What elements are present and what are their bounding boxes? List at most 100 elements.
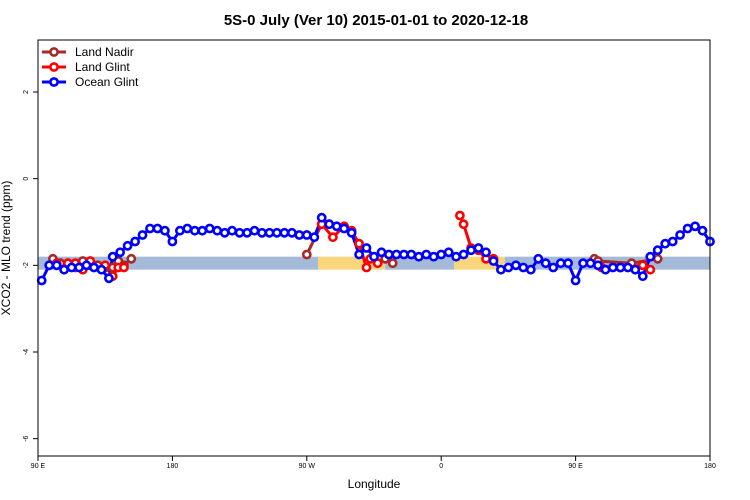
y-axis-label: XCO2 - MLO trend (ppm) [0,181,13,316]
y-tick-label: -4 [23,349,30,355]
ocean-glint-point [540,258,551,269]
ocean-glint-point [257,227,267,238]
ocean-glint-point [354,249,364,260]
land-glint-point [454,210,465,221]
ocean-glint-point [436,249,447,260]
ocean-glint-point [637,271,648,282]
legend-label-land-glint: Land Glint [75,60,130,74]
ocean-glint-point [96,264,107,275]
ocean-glint-point [518,262,529,273]
ocean-glint-point [309,232,320,243]
legend-marker-ocean-glint [49,77,59,87]
ocean-glint-point [301,230,312,240]
land-glint-point [637,260,648,271]
land-glint-point [458,219,469,230]
y-tick-label: 0 [23,177,30,181]
ocean-glint-point [443,247,454,258]
ocean-glint-point [294,230,305,240]
ocean-glint-point [660,238,671,249]
series-points [36,210,715,286]
ocean-glint-point [682,223,693,234]
x-tick-label: 0 [439,463,443,470]
ocean-glint-point [204,223,215,234]
ocean-glint-point [346,227,357,238]
ocean-glint-point [495,264,506,275]
ocean-glint-point [413,251,424,262]
y-tick-label: -2 [23,262,30,268]
ocean-glint-point [652,245,663,256]
land-glint-point [361,262,372,273]
land-nadir-point [126,253,137,264]
ocean-glint-point [81,260,92,271]
ocean-glint-point [145,223,155,234]
y-tick-label: -6 [23,435,30,441]
ocean-glint-point [503,262,514,273]
ocean-glint-point [279,227,290,238]
ocean-glint-point [675,230,685,240]
ocean-glint-point [107,251,118,262]
ocean-glint-point [361,243,372,253]
ocean-glint-point [182,223,193,234]
ocean-glint-point [563,258,573,269]
x-tick-label: 180 [167,463,179,470]
ocean-glint-point [137,230,148,240]
x-tick-label: 90 E [568,463,583,470]
legend-marker-land-nadir [49,47,59,57]
ocean-glint-point [383,249,394,260]
ocean-glint-point [645,251,656,262]
plot-area [36,39,715,457]
ocean-glint-point [690,221,700,232]
ocean-glint-point [570,275,581,286]
ocean-glint-point [316,212,327,223]
ocean-glint-point [697,225,708,236]
legend-marker-land-glint [49,62,59,72]
land-glint-point [354,238,364,249]
x-axis-label: Longitude [348,477,401,491]
ocean-glint-point [473,243,484,253]
x-tick-label: 180 [704,463,716,470]
ocean-glint-point [212,225,223,236]
ocean-glint-point [227,225,237,236]
ocean-glint-point [89,262,99,273]
ocean-glint-point [159,225,170,236]
ocean-glint-point [234,227,245,238]
ocean-glint-point [369,251,379,262]
ocean-glint-point [339,223,349,234]
legend-label-ocean-glint: Ocean Glint [75,75,139,89]
ocean-glint-point [525,264,536,275]
ocean-glint-point [249,225,260,236]
ocean-glint-point [667,236,678,247]
ocean-glint-point [548,262,559,273]
chart-title: 5S-0 July (Ver 10) 2015-01-01 to 2020-12… [224,12,528,29]
ocean-glint-point [488,256,499,266]
ocean-glint-point [324,219,335,230]
x-tick-label: 90 W [299,463,316,470]
ocean-glint-point [130,236,140,247]
ocean-glint-point [36,275,47,286]
ocean-glint-point [104,273,114,284]
land-nadir-point [301,249,312,260]
ocean-glint-point [406,249,417,260]
ocean-glint-point [59,264,69,275]
y-tick-label: 2 [23,90,30,94]
ocean-glint-point [271,227,282,238]
ocean-glint-point [115,247,125,258]
land-glint-point [645,264,656,275]
ocean-glint-point [167,236,178,247]
ocean-glint-point [66,262,77,273]
x-tick-label: 90 E [31,463,46,470]
land-glint-point [119,262,129,273]
ocean-glint-point [533,253,544,264]
ocean-glint-point [585,258,596,269]
ocean-glint-point [391,249,402,260]
ocean-glint-point [428,251,439,262]
plot-frame [37,39,711,457]
ocean-glint-point [189,225,200,236]
ocean-glint-point [481,247,491,258]
ocean-glint-point [44,260,55,271]
ocean-glint-point [122,240,133,251]
ocean-glint-point [630,264,641,275]
ocean-glint-point [451,251,461,262]
ocean-glint-point [615,262,626,273]
